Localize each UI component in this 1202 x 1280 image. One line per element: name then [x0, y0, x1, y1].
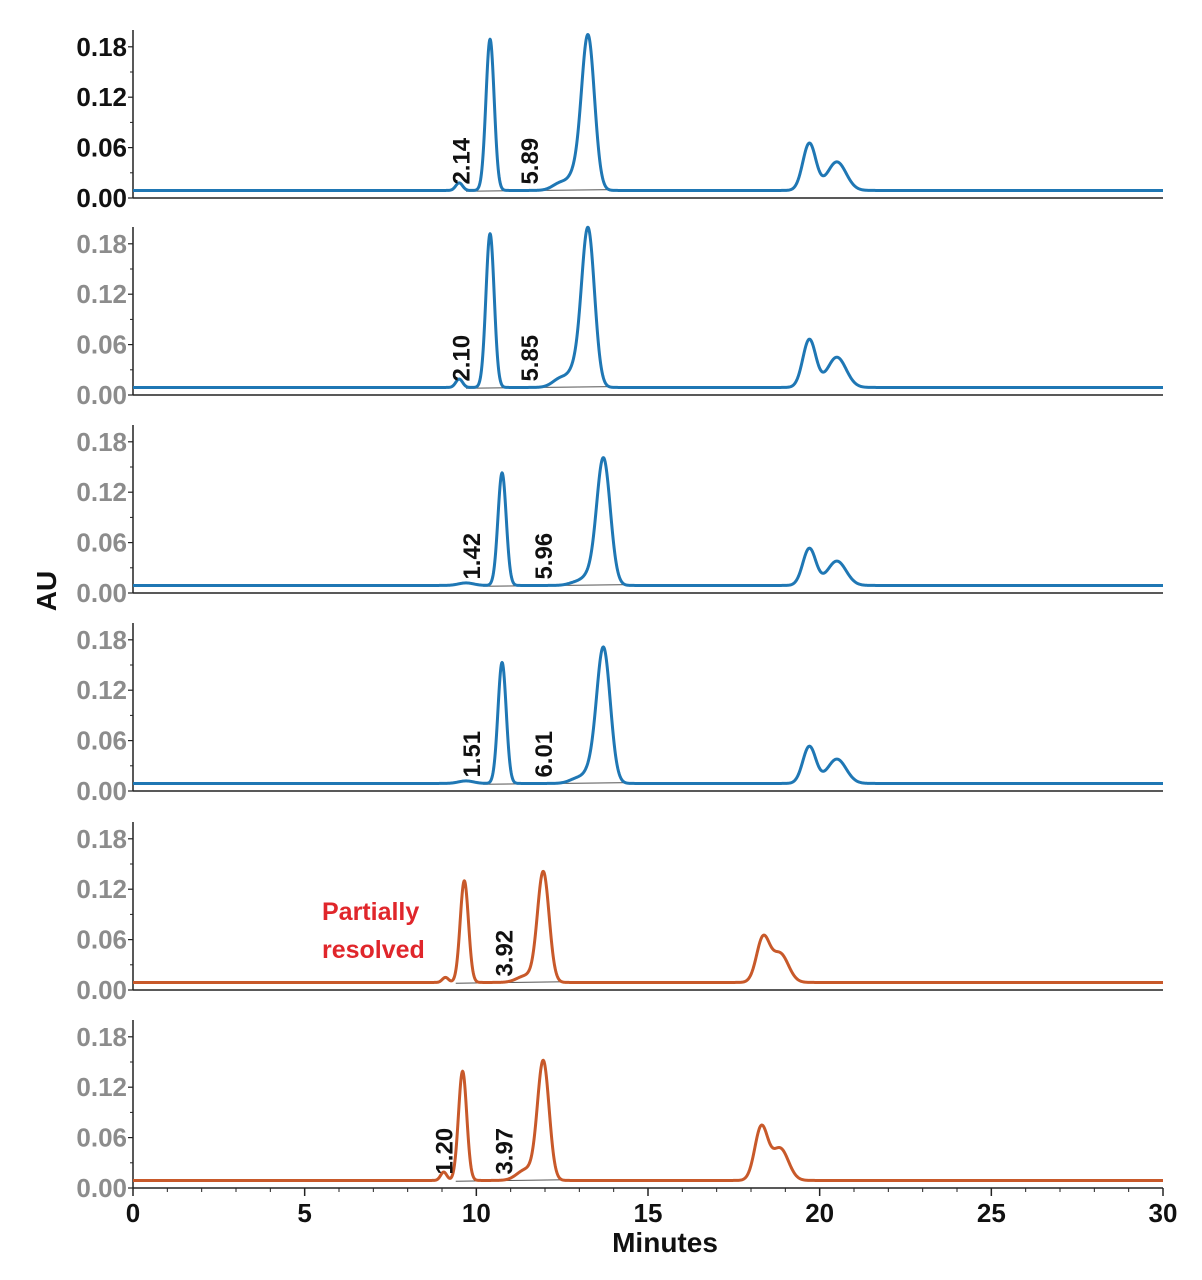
y-tick-label: 0.06: [76, 528, 127, 558]
y-tick-label: 0.18: [76, 32, 127, 62]
resolution-label: 1.42: [459, 533, 486, 580]
y-tick-label: 0.12: [76, 477, 127, 507]
chromatogram-panel-2: 0.00 0.06 0.12 0.18 2.10 5.85: [76, 225, 1165, 410]
chromatogram-panel-6: 0.00 0.06 0.12 0.18 1.20 3.97: [76, 1020, 1165, 1203]
y-tick-label: 0.18: [76, 625, 127, 655]
x-tick-label: 15: [634, 1198, 663, 1228]
y-tick-label: 0.06: [76, 1123, 127, 1153]
resolution-label: 6.01: [531, 731, 558, 778]
y-tick-label: 0.18: [76, 824, 127, 854]
y-tick-label: 0.12: [76, 82, 127, 112]
x-axis: 0 5 10 15 20 25 30: [126, 1188, 1178, 1228]
chromatogram-trace: [131, 869, 1165, 984]
x-tick-label: 0: [126, 1198, 140, 1228]
y-tick-label: 0.12: [76, 874, 127, 904]
chromatogram-trace: [131, 1058, 1165, 1182]
resolution-label: 2.14: [448, 137, 475, 184]
resolution-label: 1.51: [459, 731, 486, 778]
y-axis-label: AU: [31, 571, 62, 611]
y-tick-label: 0.00: [76, 776, 127, 806]
x-tick-label: 30: [1149, 1198, 1178, 1228]
y-tick-label: 0.06: [76, 925, 127, 955]
chromatogram-trace: [131, 645, 1165, 785]
y-tick-label: 0.00: [76, 975, 127, 1005]
resolution-label: 2.10: [448, 335, 475, 382]
x-tick-label: 10: [462, 1198, 491, 1228]
resolution-label: 3.97: [491, 1128, 518, 1175]
y-tick-label: 0.00: [76, 578, 127, 608]
resolution-label: 5.89: [517, 138, 544, 185]
y-tick-label: 0.06: [76, 330, 127, 360]
chromatogram-panel-1: 0.00 0.06 0.12 0.18 2.14 5.89: [76, 30, 1165, 213]
y-tick-label: 0.06: [76, 133, 127, 163]
x-axis-label: Minutes: [612, 1227, 718, 1258]
resolution-label: 5.96: [531, 533, 558, 580]
chart-panels: 0.00 0.06 0.12 0.18 2.14 5.89 0.00 0.06 0.12 0.18…: [76, 30, 1165, 1203]
y-tick-label: 0.06: [76, 726, 127, 756]
y-tick-label: 0.00: [76, 1173, 127, 1203]
annotation-line-1: Partially: [322, 898, 419, 926]
annotation-line-2: resolved: [322, 936, 425, 964]
y-tick-label: 0.12: [76, 279, 127, 309]
chromatogram-trace: [131, 33, 1165, 192]
resolution-label: 1.20: [431, 1128, 458, 1175]
x-tick-label: 25: [977, 1198, 1006, 1228]
x-tick-label: 5: [297, 1198, 311, 1228]
chromatogram-panel-4: 0.00 0.06 0.12 0.18 1.51 6.01: [76, 623, 1165, 806]
partially-resolved-annotation: Partially resolved: [322, 898, 425, 964]
y-tick-label: 0.12: [76, 675, 127, 705]
integration-baseline: [455, 981, 576, 984]
y-tick-label: 0.18: [76, 1022, 127, 1052]
resolution-label: 3.92: [491, 930, 518, 977]
y-tick-label: 0.12: [76, 1072, 127, 1102]
resolution-label: 5.85: [517, 335, 544, 382]
chromatogram-trace: [131, 225, 1165, 389]
chromatogram-panel-3: 0.00 0.06 0.12 0.18 1.42 5.96: [76, 425, 1165, 608]
chromatogram-trace: [131, 456, 1165, 587]
y-tick-label: 0.00: [76, 183, 127, 213]
y-tick-label: 0.18: [76, 427, 127, 457]
y-tick-label: 0.00: [76, 380, 127, 410]
y-tick-label: 0.18: [76, 229, 127, 259]
chromatogram-panel-5: 0.00 0.06 0.12 0.18 3.92: [76, 822, 1165, 1005]
x-tick-label: 20: [805, 1198, 834, 1228]
